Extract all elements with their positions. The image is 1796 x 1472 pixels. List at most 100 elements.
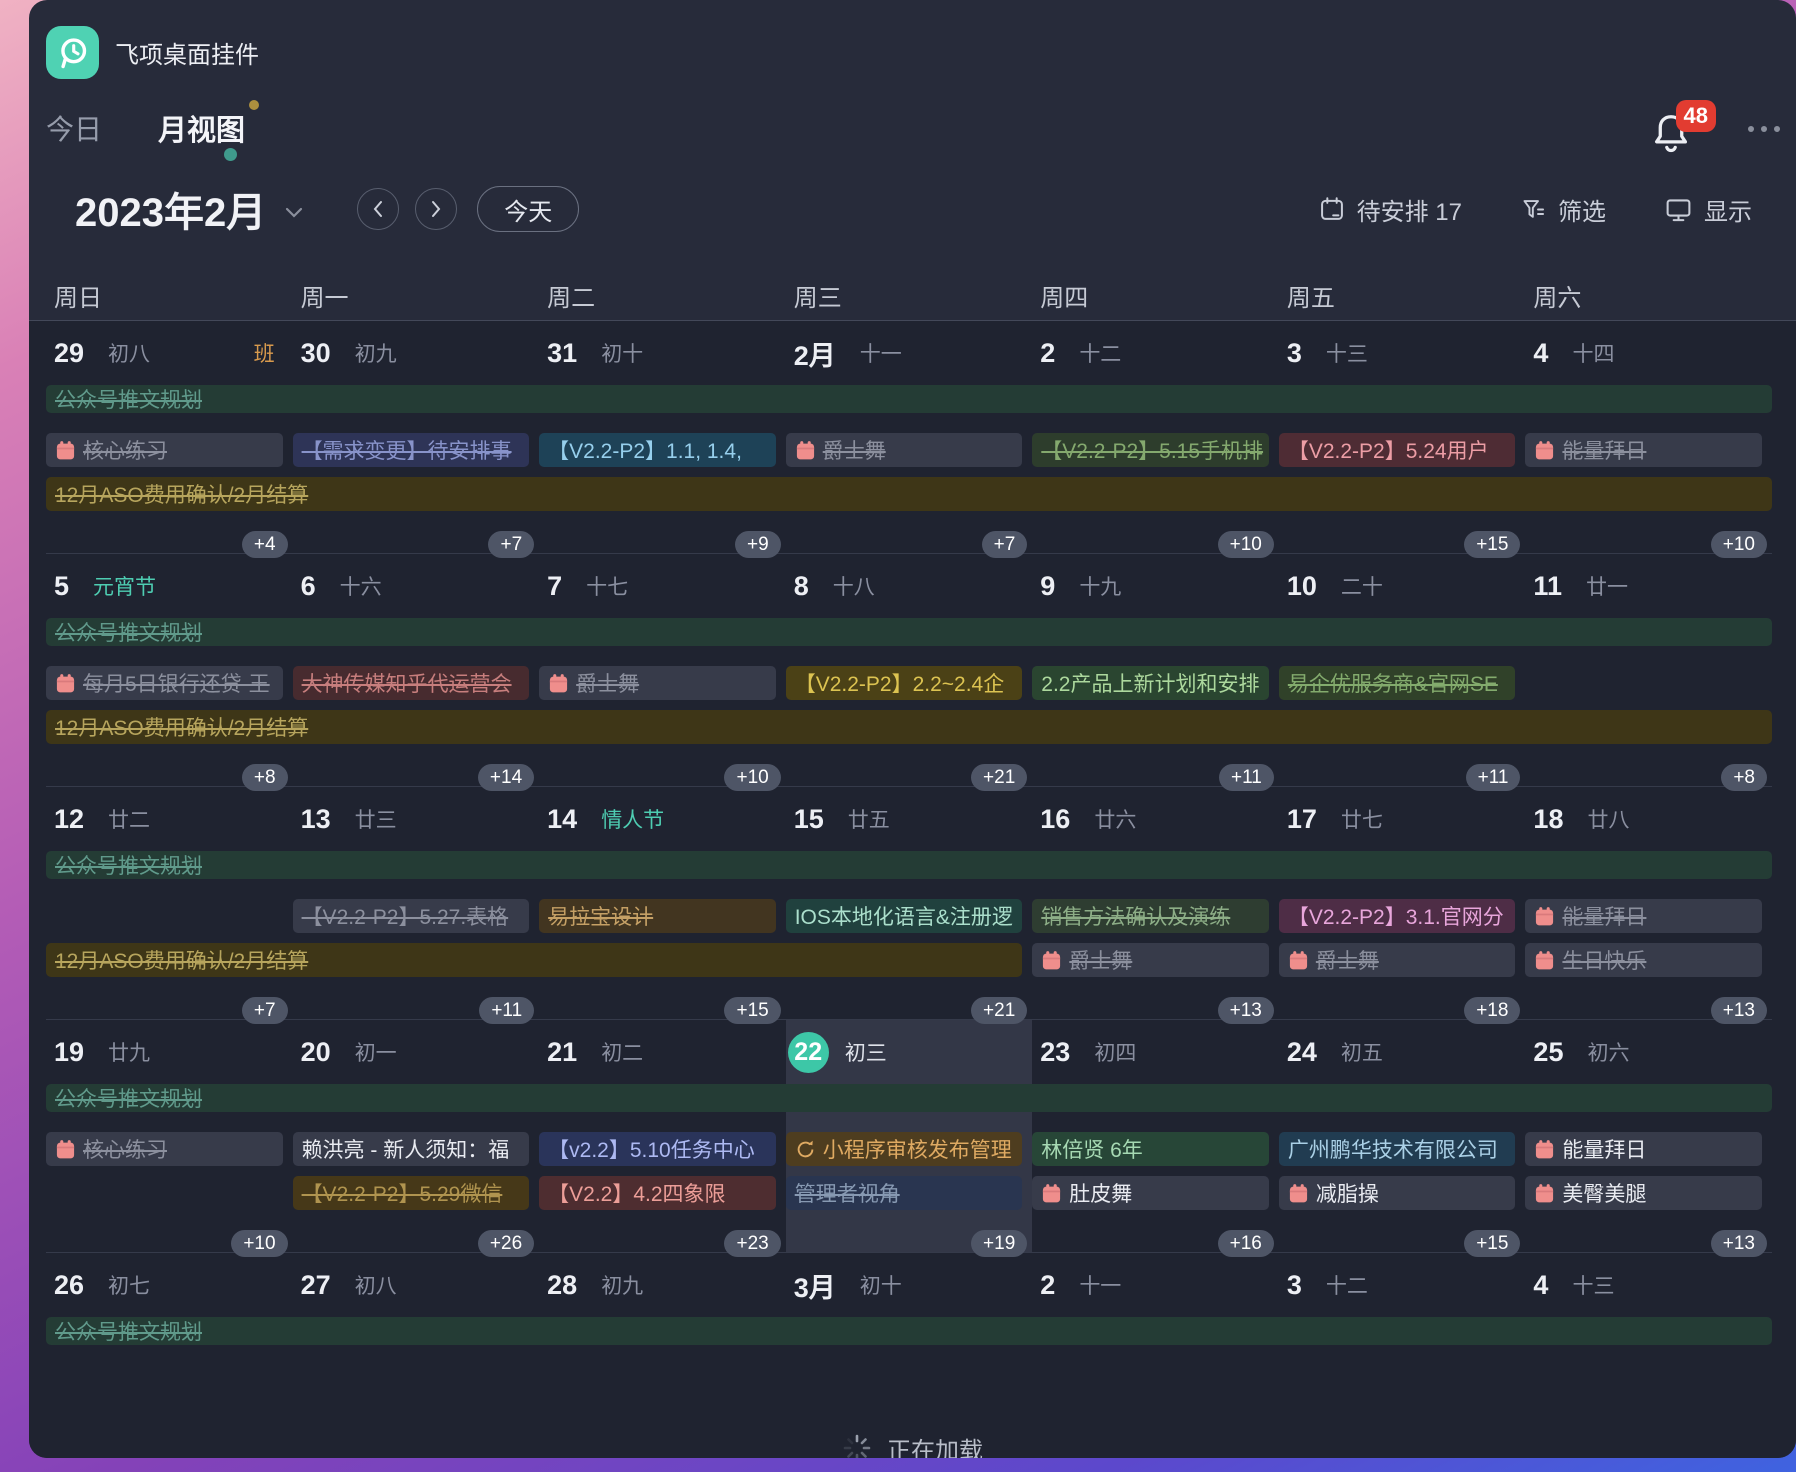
more-events-badge[interactable]: +15: [1464, 1230, 1521, 1257]
day-cell[interactable]: 23 初四: [1032, 1030, 1279, 1074]
day-cell[interactable]: 14 情人节: [539, 797, 786, 841]
more-events-badge[interactable]: +9: [735, 531, 781, 558]
day-cell[interactable]: 30 初九: [293, 331, 540, 375]
more-events-badge[interactable]: +13: [1710, 997, 1767, 1024]
month-title[interactable]: 2023年2月: [75, 191, 267, 235]
more-events-badge[interactable]: +15: [1464, 531, 1521, 558]
event-chip[interactable]: 广州鹏华技术有限公司: [1278, 1132, 1516, 1166]
event-chip[interactable]: 核心练习: [46, 433, 283, 467]
next-month-button[interactable]: [415, 188, 458, 230]
multi-day-event-bar[interactable]: 12月ASO费用确认/2月结算: [46, 943, 1023, 977]
event-chip[interactable]: 能量拜日: [1525, 899, 1762, 933]
event-chip[interactable]: 易拉宝设计: [539, 899, 776, 933]
day-cell[interactable]: 3 十二: [1279, 1263, 1526, 1307]
day-cell[interactable]: 19 廿九: [46, 1030, 293, 1074]
more-events-badge[interactable]: +21: [971, 997, 1028, 1024]
day-cell[interactable]: 29 初八 班: [46, 331, 293, 375]
more-events-badge[interactable]: +16: [1217, 1230, 1274, 1257]
event-chip[interactable]: 肚皮舞: [1032, 1176, 1269, 1210]
event-chip[interactable]: 林倍贤 6年: [1032, 1132, 1269, 1166]
notification-bell[interactable]: 48: [1648, 100, 1716, 160]
day-cell[interactable]: 31 初十: [539, 331, 786, 375]
more-menu-button[interactable]: [1748, 126, 1780, 132]
event-chip[interactable]: 【V2.2-P2】5.24用户: [1278, 433, 1516, 467]
more-events-badge[interactable]: +13: [1710, 1230, 1767, 1257]
event-chip[interactable]: 2.2产品上新计划和安排: [1032, 666, 1269, 700]
day-cell[interactable]: 16 廿六: [1032, 797, 1279, 841]
more-events-badge[interactable]: +19: [971, 1230, 1028, 1257]
more-events-badge[interactable]: +11: [1219, 764, 1274, 791]
event-chip[interactable]: 【V2.2-P2】5.15手机排: [1032, 433, 1269, 467]
day-cell[interactable]: 11 廿一: [1525, 564, 1772, 608]
event-chip[interactable]: 大神传媒知乎代运营会: [292, 666, 530, 700]
day-cell[interactable]: 12 廿二: [46, 797, 293, 841]
multi-day-event-bar[interactable]: 12月ASO费用确认/2月结算: [46, 477, 1772, 511]
more-events-badge[interactable]: +10: [724, 764, 781, 791]
day-cell[interactable]: 8 十八: [786, 564, 1033, 608]
day-cell[interactable]: 3 十三: [1279, 331, 1526, 375]
event-chip[interactable]: 爵士舞: [1032, 943, 1269, 977]
multi-day-event-bar[interactable]: 12月ASO费用确认/2月结算: [46, 710, 1772, 744]
more-events-badge[interactable]: +10: [231, 1230, 288, 1257]
more-events-badge[interactable]: +10: [1217, 531, 1274, 558]
event-chip[interactable]: 【V2.2-P2】5.29微信: [292, 1176, 530, 1210]
event-chip[interactable]: 易企优服务商&官网SE: [1278, 666, 1516, 700]
more-events-badge[interactable]: +10: [1710, 531, 1767, 558]
more-events-badge[interactable]: +15: [724, 997, 781, 1024]
event-chip[interactable]: 生日快乐: [1525, 943, 1762, 977]
more-events-badge[interactable]: +7: [488, 531, 535, 558]
day-cell[interactable]: 2 十二: [1032, 331, 1279, 375]
day-cell[interactable]: 15 廿五: [786, 797, 1033, 841]
more-events-badge[interactable]: +18: [1464, 997, 1521, 1024]
day-cell[interactable]: 5 元宵节: [46, 564, 293, 608]
event-chip[interactable]: 爵士舞: [785, 433, 1023, 467]
day-cell[interactable]: 9 十九: [1032, 564, 1279, 608]
event-chip[interactable]: 赖洪亮 - 新人须知：福: [292, 1132, 530, 1166]
more-events-badge[interactable]: +26: [477, 1230, 535, 1257]
more-events-badge[interactable]: +8: [1721, 764, 1767, 791]
day-cell[interactable]: 3月 初十: [786, 1263, 1033, 1307]
more-events-badge[interactable]: +7: [981, 531, 1028, 558]
more-events-badge[interactable]: +8: [241, 764, 288, 791]
more-events-badge[interactable]: +14: [477, 764, 535, 791]
event-chip[interactable]: 能量拜日: [1525, 1132, 1762, 1166]
day-cell[interactable]: 6 十六: [293, 564, 540, 608]
more-events-badge[interactable]: +23: [724, 1230, 781, 1257]
event-chip[interactable]: IOS本地化语言&注册逻: [785, 899, 1023, 933]
tab-month-view[interactable]: 月视图: [158, 100, 260, 161]
event-chip[interactable]: 小程序审核发布管理: [785, 1132, 1023, 1166]
event-chip[interactable]: 管理者视角: [785, 1176, 1023, 1210]
more-events-badge[interactable]: +13: [1217, 997, 1274, 1024]
day-cell[interactable]: 25 初六: [1525, 1030, 1772, 1074]
event-chip[interactable]: 【V2.2-P2】3.1.官网分: [1278, 899, 1516, 933]
more-events-badge[interactable]: +21: [971, 764, 1028, 791]
event-chip[interactable]: 能量拜日: [1525, 433, 1762, 467]
day-cell[interactable]: 2 十一: [1032, 1263, 1279, 1307]
event-chip[interactable]: 【V2.2-P2】2.2~2.4企: [785, 666, 1023, 700]
more-events-badge[interactable]: +4: [241, 531, 288, 558]
event-chip[interactable]: 销售方法确认及演练: [1032, 899, 1269, 933]
event-chip[interactable]: 【V2.2-P2】1.1, 1.4,: [539, 433, 776, 467]
multi-day-event-bar[interactable]: 公众号推文规划: [46, 851, 1772, 879]
event-chip[interactable]: 【V2.2】4.2四象限: [539, 1176, 776, 1210]
day-cell-today[interactable]: 22 初三: [786, 1030, 1033, 1074]
day-cell[interactable]: 17 廿七: [1279, 797, 1526, 841]
day-cell[interactable]: 4 十四: [1525, 331, 1772, 375]
jump-to-today-button[interactable]: 今天: [477, 186, 580, 232]
more-events-badge[interactable]: +7: [241, 997, 288, 1024]
day-cell[interactable]: 28 初九: [539, 1263, 786, 1307]
multi-day-event-bar[interactable]: 公众号推文规划: [46, 385, 1772, 413]
day-cell[interactable]: 26 初七: [46, 1263, 293, 1307]
event-chip[interactable]: 爵士舞: [539, 666, 776, 700]
prev-month-button[interactable]: [357, 188, 400, 230]
event-chip[interactable]: 核心练习: [46, 1132, 283, 1166]
day-cell[interactable]: 21 初二: [539, 1030, 786, 1074]
day-cell[interactable]: 24 初五: [1279, 1030, 1526, 1074]
tab-today[interactable]: 今日: [46, 114, 103, 145]
day-cell[interactable]: 7 十七: [539, 564, 786, 608]
more-events-badge[interactable]: +11: [479, 997, 535, 1024]
filter-button[interactable]: 筛选: [1520, 192, 1606, 227]
multi-day-event-bar[interactable]: 公众号推文规划: [46, 1317, 1772, 1345]
event-chip[interactable]: 【v2.2】5.10任务中心: [539, 1132, 776, 1166]
chevron-down-icon[interactable]: [283, 206, 305, 220]
